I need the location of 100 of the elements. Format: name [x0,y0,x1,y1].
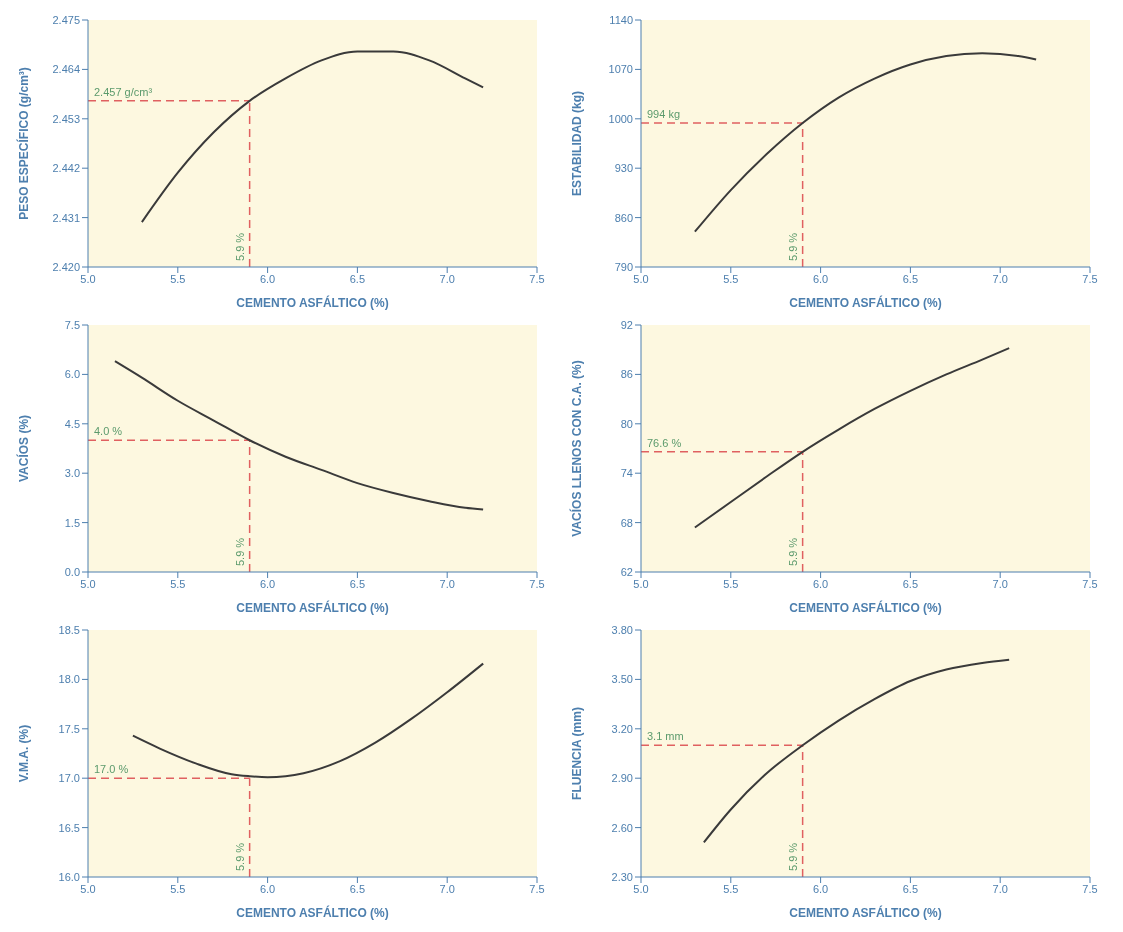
ref-line-label: 5.9 % [786,232,799,261]
x-tick-label: 7.5 [1082,882,1098,895]
x-tick-label: 7.5 [1082,577,1098,590]
y-tick-label: 2.464 [52,63,80,76]
x-tick-label: 6.0 [812,882,829,895]
x-tick-label: 5.5 [170,882,186,895]
x-tick-label: 5.5 [170,272,186,285]
x-tick-label: 7.5 [1082,272,1098,285]
y-tick-label: 2.90 [611,772,633,785]
x-tick-label: 5.0 [633,577,649,590]
x-tick-label: 5.0 [80,882,96,895]
y-tick-label: 18.5 [58,623,80,636]
y-tick-label: 2.453 [52,112,80,125]
ref-line-label: 5.9 % [786,842,799,871]
y-tick-label: 930 [614,162,633,175]
x-tick-label: 5.0 [80,272,96,285]
line-series [693,347,1011,529]
x-tick-label: 6.0 [812,577,829,590]
y-tick-label: 18.0 [58,673,80,686]
ref-line-label: 994 kg [647,108,681,121]
y-axis-title: FLUENCIA (mm) [570,707,585,800]
x-tick-label: 7.5 [529,272,545,285]
x-tick-label: 6.0 [812,272,829,285]
ref-line-label: 3.1 mm [647,730,684,743]
x-tick-label: 7.5 [529,577,545,590]
x-tick-label: 6.5 [902,272,919,285]
line-series [113,360,485,511]
y-tick-label: 1070 [608,63,633,76]
x-axis-title: CEMENTO ASFÁLTICO (%) [236,295,389,310]
x-tick-label: 6.5 [902,577,919,590]
y-tick-label: 17.0 [58,772,80,785]
x-tick-label: 7.0 [439,577,455,590]
y-tick-label: 3.0 [64,467,80,480]
y-tick-label: 74 [620,467,633,480]
y-tick-label: 16.5 [58,821,80,834]
ref-line-label: 76.6 % [647,436,682,449]
y-tick-label: 1140 [609,13,633,26]
y-tick-label: 62 [620,565,633,578]
y-tick-label: 80 [620,417,633,430]
y-axis-title: PESO ESPECÍFICO (g/cm³) [16,67,32,220]
y-tick-label: 860 [614,211,633,224]
y-tick-label: 3.20 [611,722,633,735]
x-tick-label: 5.5 [170,577,186,590]
x-axis-title: CEMENTO ASFÁLTICO (%) [789,295,942,310]
x-tick-label: 5.0 [633,272,649,285]
y-tick-label: 2.475 [52,13,80,26]
x-tick-label: 5.0 [80,577,96,590]
x-tick-label: 7.0 [992,272,1008,285]
x-tick-label: 7.0 [439,882,455,895]
x-tick-label: 7.0 [992,577,1008,590]
ref-line-label: 5.9 % [233,537,246,566]
y-tick-label: 7.5 [64,318,80,331]
x-tick-label: 6.0 [259,882,276,895]
line-series [693,52,1038,233]
y-tick-label: 2.431 [52,211,80,224]
y-tick-label: 2.442 [52,162,80,175]
line-series [131,662,485,779]
x-tick-label: 6.5 [902,882,919,895]
y-tick-label: 68 [620,516,633,529]
y-tick-label: 790 [614,260,633,273]
x-tick-label: 7.0 [439,272,455,285]
y-axis-title: VACÍOS (%) [16,414,32,483]
y-tick-label: 0.0 [64,565,80,578]
x-tick-label: 7.5 [529,882,545,895]
ref-line-label: 5.9 % [233,842,246,871]
y-tick-label: 3.50 [611,673,633,686]
y-axis-title: ESTABILIDAD (kg) [570,90,585,197]
y-tick-label: 17.5 [58,722,80,735]
x-axis-title: CEMENTO ASFÁLTICO (%) [789,905,942,920]
ref-line-label: 5.9 % [786,537,799,566]
x-tick-label: 6.5 [349,577,366,590]
x-tick-label: 5.5 [723,882,739,895]
y-tick-label: 92 [620,318,633,331]
y-tick-label: 1000 [608,112,633,125]
x-axis-title: CEMENTO ASFÁLTICO (%) [789,600,942,615]
line-series [702,658,1011,844]
y-tick-label: 1.5 [64,516,80,529]
y-tick-label: 3.80 [611,623,633,636]
y-tick-label: 16.0 [58,870,80,883]
x-tick-label: 6.0 [259,577,276,590]
x-tick-label: 5.5 [723,577,739,590]
y-axis-title: VACÍOS LLENOS CON C.A. (%) [569,360,585,537]
ref-line-label: 2.457 g/cm³ [94,85,153,98]
y-tick-label: 86 [620,368,633,381]
x-tick-label: 6.0 [259,272,276,285]
x-tick-label: 6.5 [349,882,366,895]
x-axis-title: CEMENTO ASFÁLTICO (%) [236,600,389,615]
y-tick-label: 2.420 [52,260,80,273]
y-tick-label: 6.0 [64,368,80,381]
x-tick-label: 6.5 [349,272,366,285]
x-tick-label: 5.5 [723,272,739,285]
y-tick-label: 4.5 [64,417,80,430]
ref-line-label: 17.0 % [94,763,129,776]
y-axis-title: V.M.A. (%) [17,724,32,783]
y-tick-label: 2.60 [611,821,633,834]
x-tick-label: 5.0 [633,882,649,895]
x-axis-title: CEMENTO ASFÁLTICO (%) [236,905,389,920]
ref-line-label: 5.9 % [233,232,246,261]
y-tick-label: 2.30 [611,870,633,883]
ref-line-label: 4.0 % [94,425,123,438]
